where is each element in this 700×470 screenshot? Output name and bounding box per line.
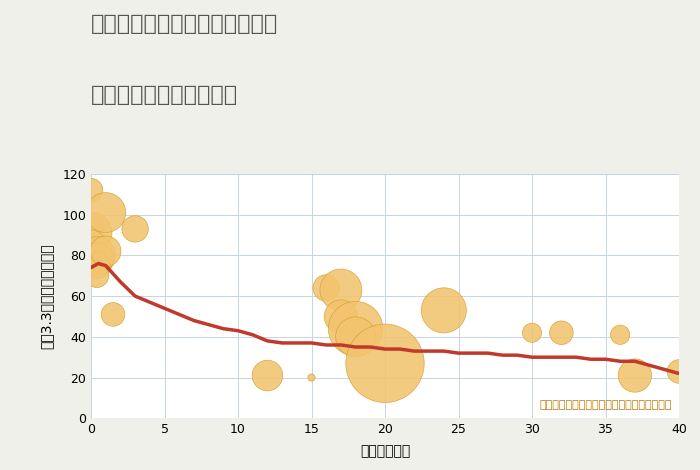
Point: [335, 286, 346, 294]
Point: [615, 331, 626, 338]
Text: 築年数別中古戸建て価格: 築年数別中古戸建て価格: [91, 85, 238, 105]
Point: [130, 225, 141, 233]
Point: [85, 187, 97, 194]
Point: [91, 262, 102, 269]
Point: [526, 329, 538, 337]
Text: 円の大きさは、取引のあった物件面積を示す: 円の大きさは、取引のあった物件面積を示す: [539, 400, 672, 410]
Point: [91, 251, 102, 259]
Point: [673, 368, 685, 375]
Point: [556, 329, 567, 337]
Point: [306, 374, 317, 381]
Point: [321, 284, 332, 292]
Y-axis label: 坪（3.3㎡）単価（万円）: 坪（3.3㎡）単価（万円）: [40, 243, 54, 349]
Point: [91, 256, 102, 263]
Point: [100, 209, 111, 216]
Point: [85, 242, 97, 249]
Point: [629, 372, 641, 379]
Point: [438, 306, 449, 314]
Point: [262, 372, 273, 379]
Point: [335, 313, 346, 320]
Point: [85, 229, 97, 237]
Point: [350, 333, 361, 341]
Point: [350, 325, 361, 332]
Point: [100, 248, 111, 255]
Point: [379, 360, 391, 367]
X-axis label: 築年数（年）: 築年数（年）: [360, 445, 410, 459]
Point: [91, 272, 102, 280]
Text: 岐阜県各務原市蘇原古市場町の: 岐阜県各務原市蘇原古市場町の: [91, 14, 279, 34]
Point: [108, 311, 119, 318]
